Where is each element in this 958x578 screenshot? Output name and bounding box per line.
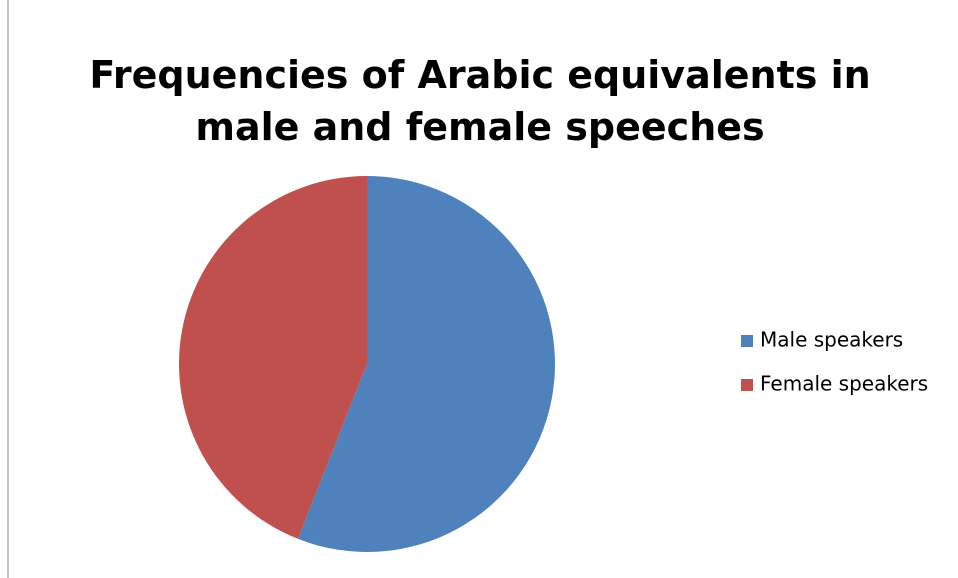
legend-label: Female speakers (760, 372, 928, 396)
legend-swatch (741, 379, 753, 391)
pie-slice (178, 176, 367, 539)
legend-swatch (741, 335, 753, 347)
legend-label: Male speakers (760, 328, 903, 352)
chart-title: Frequencies of Arabic equivalents in (89, 53, 870, 97)
chart-title: male and female speeches (195, 105, 764, 149)
pie-slice (297, 176, 555, 552)
